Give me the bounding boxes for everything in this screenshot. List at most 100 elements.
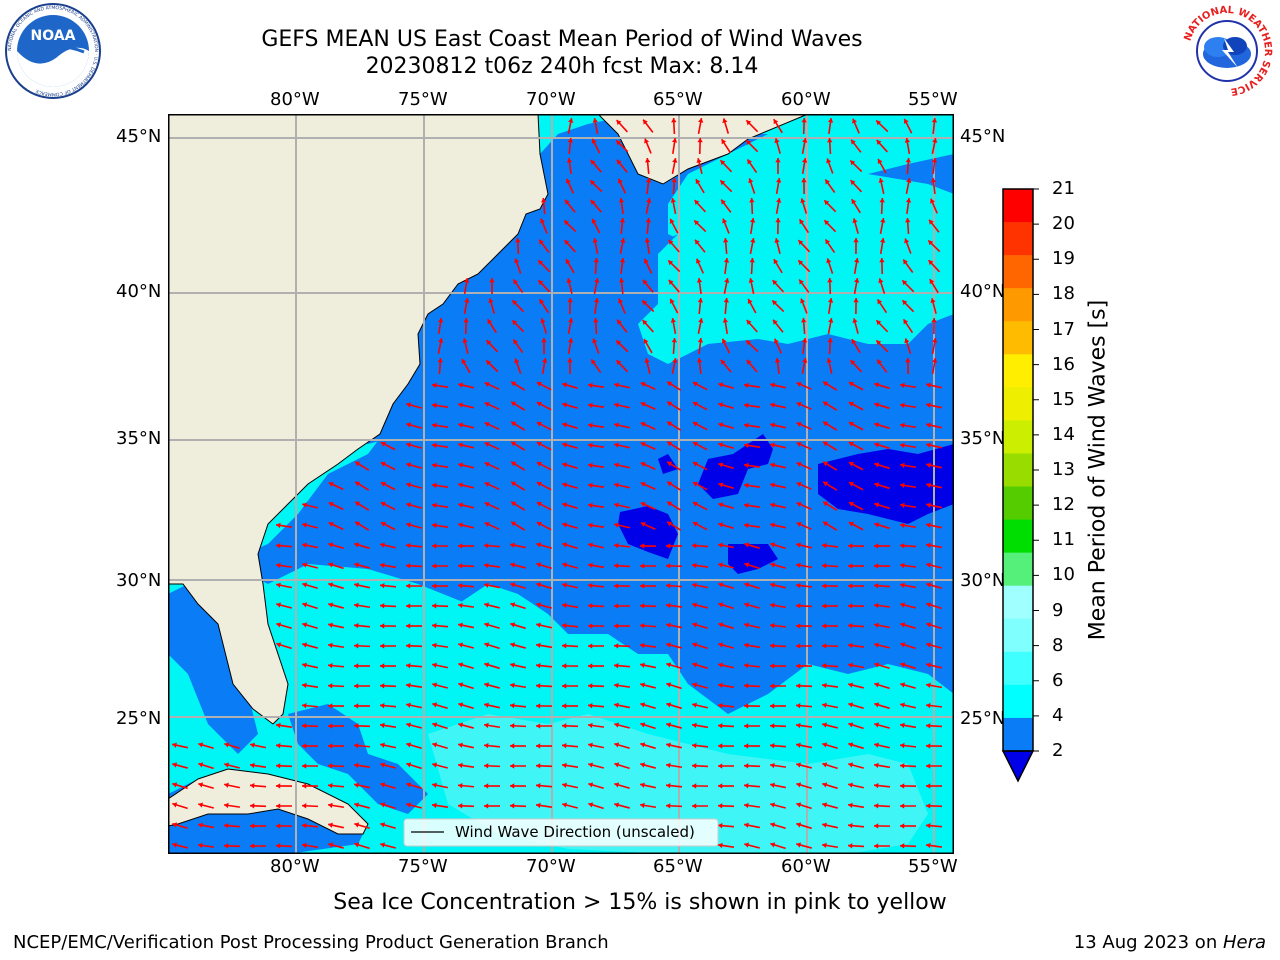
wind-wave-arrow-head (796, 402, 802, 407)
wind-wave-arrow-head (874, 702, 880, 708)
lat-label-right: 45°N (960, 126, 1006, 147)
wind-wave-arrow-head (536, 703, 541, 709)
wind-wave-arrow-head (852, 318, 858, 324)
colorbar-segment (1003, 255, 1033, 289)
lat-label-left: 40°N (116, 281, 162, 302)
wind-wave-arrow-head (900, 843, 905, 849)
wind-wave-arrow-head (302, 763, 307, 769)
wind-wave-arrow-head (848, 401, 854, 407)
wind-wave-arrow-head (668, 239, 674, 245)
wind-wave-arrow-head (592, 118, 598, 123)
wind-wave-arrow-head (666, 563, 671, 569)
colorbar-segment (1003, 321, 1033, 355)
wind-wave-arrow-head (593, 318, 599, 323)
wind-wave-arrow-head (848, 421, 854, 427)
wind-wave-period-map: Wind Wave Direction (unscaled) (168, 114, 954, 854)
wind-wave-arrow-head (692, 543, 697, 549)
wind-wave-arrow-head (770, 782, 775, 788)
wind-wave-arrow-head (880, 218, 886, 223)
wind-wave-arrow-head (536, 683, 541, 689)
wind-wave-arrow-head (172, 782, 178, 788)
wind-wave-arrow-head (565, 259, 571, 265)
wind-wave-arrow-head (172, 822, 178, 828)
wind-wave-arrow-head (744, 562, 750, 568)
wind-wave-arrow-head (644, 138, 650, 144)
wind-wave-arrow-head (510, 763, 515, 769)
wind-wave-arrow-head (900, 522, 905, 529)
wind-wave-arrow-head (796, 382, 802, 387)
wind-wave-arrow-head (328, 842, 334, 848)
wind-wave-arrow-head (718, 702, 723, 709)
wind-wave-arrow-head (536, 481, 542, 487)
wind-wave-arrow-head (926, 702, 931, 709)
wind-wave-arrow-head (744, 783, 749, 789)
wind-wave-arrow-head (696, 278, 703, 283)
wind-wave-arrow-head (562, 442, 568, 448)
colorbar-under-extension (1001, 750, 1035, 783)
wind-wave-arrow-head (380, 842, 386, 848)
wind-wave-arrow-head (879, 258, 885, 263)
wind-wave-arrow-head (458, 622, 463, 628)
wind-wave-arrow-head (302, 582, 308, 588)
wind-wave-arrow-head (224, 823, 229, 829)
wind-wave-arrow-head (723, 238, 729, 243)
wind-wave-arrow-head (646, 198, 652, 203)
wind-wave-arrow-head (698, 118, 704, 123)
legend-label: Wind Wave Direction (unscaled) (455, 823, 695, 841)
wind-wave-arrow-head (536, 802, 541, 809)
wind-wave-arrow-head (822, 722, 827, 728)
wind-wave-arrow-head (432, 662, 437, 668)
wind-wave-arrow-head (643, 258, 649, 264)
wind-wave-arrow-head (536, 461, 542, 467)
wind-wave-arrow-head (926, 783, 931, 789)
wind-wave-arrow-head (510, 642, 516, 648)
wind-wave-arrow-head (406, 663, 411, 669)
wind-wave-arrow-head (932, 138, 938, 143)
colorbar-tick-label: 10 (1052, 564, 1075, 586)
wind-wave-arrow-head (510, 542, 515, 548)
wind-wave-arrow-head (536, 602, 542, 608)
wind-wave-arrow-head (926, 682, 931, 688)
wind-wave-arrow-head (354, 663, 359, 669)
wind-wave-arrow-head (877, 359, 882, 365)
wind-wave-arrow-head (536, 662, 541, 669)
wind-wave-arrow-head (198, 782, 204, 788)
wind-wave-arrow-head (929, 279, 935, 285)
wind-wave-arrow-head (568, 318, 574, 323)
wind-wave-arrow-head (484, 783, 489, 789)
wind-wave-arrow-head (900, 763, 905, 769)
wind-wave-arrow-head (462, 338, 468, 343)
lon-label-bottom: 80°W (270, 856, 320, 877)
wind-wave-arrow-head (536, 441, 542, 447)
wind-wave-arrow-head (590, 199, 596, 205)
wind-wave-arrow-head (874, 803, 879, 809)
wind-wave-arrow-head (564, 199, 570, 205)
footer-date: 13 Aug 2023 on Hera (1074, 932, 1266, 953)
wind-wave-arrow-head (328, 602, 334, 608)
wind-wave-arrow-head (903, 319, 909, 325)
wind-wave-arrow-head (848, 662, 853, 668)
wind-wave-arrow-head (823, 521, 829, 527)
wind-wave-arrow-head (640, 422, 646, 427)
wind-wave-arrow-head (276, 543, 281, 549)
wind-wave-arrow-head (796, 842, 802, 848)
wind-wave-arrow-head (640, 382, 646, 387)
wind-wave-arrow-head (588, 782, 594, 788)
wind-wave-arrow-head (823, 421, 829, 427)
colorbar-tick-label: 16 (1052, 353, 1075, 375)
wind-wave-arrow-head (770, 602, 775, 609)
wind-wave-arrow-head (536, 421, 542, 427)
wind-wave-arrow-head (511, 381, 517, 387)
wind-wave-arrow-head (406, 522, 412, 528)
wind-wave-arrow-head (512, 300, 518, 306)
nws-logo: NATIONAL WEATHER SERVICE (1181, 5, 1273, 97)
colorbar-label: Mean Period of Wind Waves [s] (1085, 299, 1111, 641)
wind-wave-arrow-head (796, 802, 802, 808)
wind-wave-arrow-head (458, 543, 463, 549)
wind-wave-arrow-head (670, 198, 676, 203)
wind-wave-arrow-head (588, 762, 594, 768)
wind-wave-arrow-head (822, 802, 828, 808)
wind-wave-arrow-head (827, 298, 834, 303)
wind-wave-arrow-head (874, 563, 879, 569)
lon-label-bottom: 75°W (398, 856, 448, 877)
